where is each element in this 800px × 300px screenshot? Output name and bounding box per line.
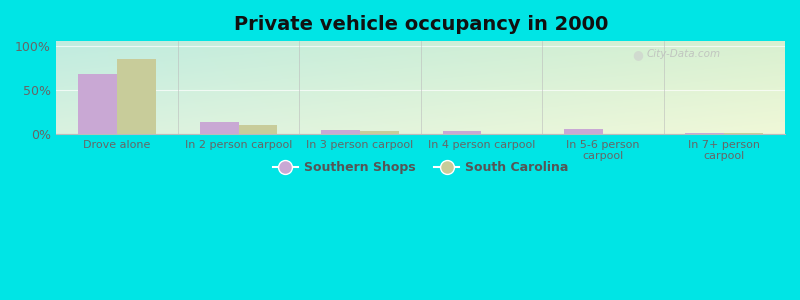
Bar (321, 130, 360, 134)
Bar (564, 129, 603, 134)
Bar (686, 133, 724, 134)
Bar (78, 74, 117, 134)
Text: City-Data.com: City-Data.com (646, 49, 721, 58)
Bar (360, 131, 399, 134)
Title: Private vehicle occupancy in 2000: Private vehicle occupancy in 2000 (234, 15, 608, 34)
Legend: Southern Shops, South Carolina: Southern Shops, South Carolina (267, 156, 574, 179)
Bar (442, 131, 482, 134)
Bar (117, 59, 156, 134)
Bar (238, 125, 278, 134)
Bar (200, 122, 238, 134)
Text: ●: ● (632, 49, 643, 62)
